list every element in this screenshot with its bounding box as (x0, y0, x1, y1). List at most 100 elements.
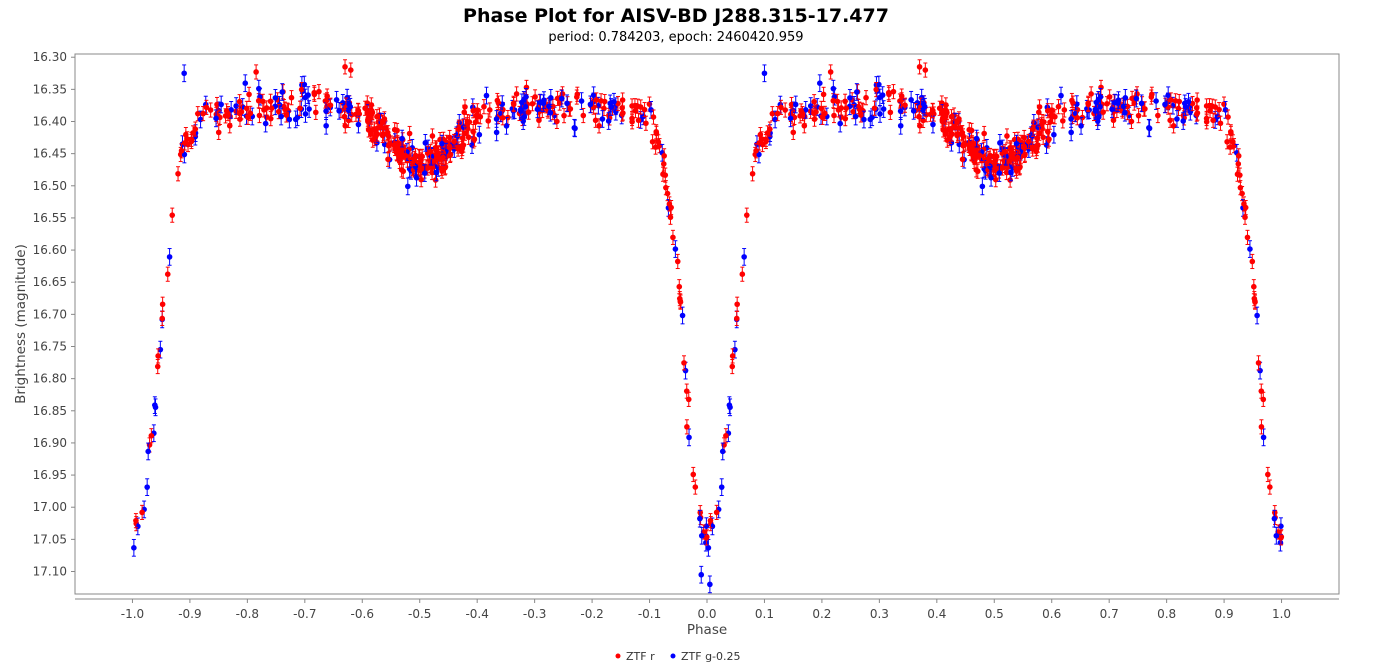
data-point-ztf-r (1049, 108, 1056, 124)
data-point-ztf-r (977, 148, 983, 164)
data-point-ztf-r (1193, 106, 1200, 122)
data-point-ztf-g (830, 79, 837, 98)
data-point-ztf-g (347, 97, 354, 116)
data-point-ztf-r (475, 108, 481, 124)
data-point-ztf-r (942, 126, 949, 142)
data-point-ztf-g (587, 95, 594, 114)
data-point-ztf-r (1014, 149, 1021, 166)
data-point-ztf-g (1068, 110, 1074, 128)
data-point-ztf-g (534, 100, 541, 119)
data-point-ztf-r (1069, 92, 1075, 109)
data-point-ztf-r (661, 148, 667, 164)
data-point-ztf-r (916, 59, 923, 75)
data-point-ztf-g (1222, 100, 1229, 119)
data-point-ztf-g (1058, 86, 1064, 105)
data-point-ztf-r (386, 136, 392, 152)
data-point-ztf-r (1231, 138, 1237, 154)
data-point-ztf-r (886, 86, 892, 102)
data-point-ztf-g (973, 129, 980, 148)
data-point-ztf-r (819, 109, 826, 125)
data-point-ztf-g (399, 129, 405, 148)
data-point-ztf-r (1004, 128, 1010, 144)
y-axis-label: Brightness (magnitude) (13, 244, 29, 404)
data-point-ztf-g (879, 86, 886, 104)
data-point-ztf-r (707, 513, 714, 529)
data-point-ztf-g (1153, 92, 1159, 110)
data-point-ztf-r (677, 294, 684, 310)
data-point-ztf-r (811, 105, 817, 121)
x-tick-label: 0.1 (755, 607, 774, 621)
data-point-ztf-r (297, 100, 303, 116)
data-point-ztf-r (939, 105, 945, 121)
data-point-ztf-r (470, 123, 476, 140)
y-tick-label: 16.90 (33, 436, 67, 450)
data-point-ztf-g (141, 500, 147, 519)
x-tick-label: 0.7 (1100, 607, 1119, 621)
data-point-ztf-r (1044, 103, 1051, 119)
data-point-ztf-r (992, 162, 998, 178)
data-point-ztf-g (608, 98, 614, 116)
data-point-ztf-g (519, 93, 525, 112)
data-point-ztf-r (690, 466, 697, 483)
data-point-ztf-g (278, 107, 284, 126)
y-tick-label: 16.85 (33, 404, 67, 418)
data-point-ztf-r (683, 383, 690, 399)
data-point-ztf-r (427, 144, 434, 160)
data-point-ztf-r (1134, 86, 1140, 102)
data-point-ztf-r (268, 100, 275, 116)
data-point-ztf-r (207, 102, 214, 118)
data-point-ztf-r (1040, 129, 1046, 145)
data-point-ztf-r (663, 180, 669, 196)
data-point-ztf-r (175, 166, 181, 182)
data-point-ztf-r (1167, 112, 1173, 128)
y-tick-label: 17.05 (33, 532, 67, 546)
data-point-ztf-g (1097, 87, 1104, 106)
data-point-ztf-g (719, 442, 726, 461)
data-point-ztf-r (1088, 86, 1094, 102)
data-point-ztf-r (246, 86, 252, 102)
data-point-ztf-r (778, 99, 784, 115)
data-point-ztf-g (672, 240, 679, 258)
data-point-ztf-g (697, 509, 703, 528)
data-point-ztf-g (181, 64, 187, 83)
data-point-ztf-r (641, 102, 648, 118)
data-point-ztf-r (1168, 92, 1174, 108)
data-point-ztf-r (1252, 294, 1258, 310)
x-tick-label: -0.9 (178, 607, 201, 621)
data-point-ztf-r (1265, 466, 1271, 483)
data-point-ztf-g (144, 478, 150, 497)
data-point-ztf-g (547, 103, 554, 122)
x-tick-label: -0.8 (236, 607, 259, 621)
data-point-ztf-g (166, 248, 173, 266)
data-point-ztf-r (662, 167, 669, 183)
data-point-ztf-r (947, 128, 954, 144)
data-point-ztf-r (1176, 93, 1183, 110)
data-point-ztf-g (1260, 428, 1267, 447)
data-point-ztf-g (218, 95, 224, 114)
x-tick-label: -0.2 (580, 607, 603, 621)
data-point-ztf-g (521, 108, 528, 126)
data-point-ztf-g (405, 177, 411, 196)
data-point-ztf-g (877, 88, 883, 107)
data-point-ztf-g (1112, 93, 1118, 112)
data-point-ztf-r (481, 99, 487, 115)
data-point-ztf-g (564, 94, 570, 113)
data-point-ztf-r (364, 105, 371, 121)
data-point-ztf-r (311, 86, 318, 102)
x-tick-label: -0.5 (408, 607, 431, 621)
data-point-ztf-r (873, 82, 880, 98)
data-point-ztf-r (619, 106, 626, 122)
y-tick-label: 16.70 (33, 307, 67, 321)
data-point-ztf-r (749, 166, 756, 182)
data-point-ztf-r (763, 131, 769, 147)
data-point-ztf-r (1209, 98, 1216, 114)
data-point-ztf-r (298, 82, 305, 98)
data-point-ztf-r (245, 109, 251, 125)
x-tick-label: 0.8 (1157, 607, 1176, 621)
x-tick-label: -0.4 (465, 607, 488, 621)
data-point-ztf-r (183, 127, 189, 143)
y-tick-label: 16.75 (33, 340, 67, 354)
data-point-ztf-g (1180, 112, 1187, 130)
data-point-ztf-r (757, 127, 764, 143)
data-point-ztf-r (406, 125, 413, 142)
